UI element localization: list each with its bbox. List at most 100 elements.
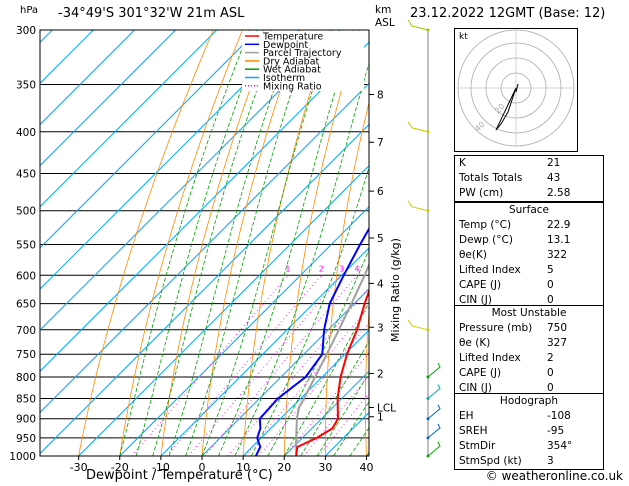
pressure-tick-label: 700: [16, 325, 36, 337]
mixing-ratio-line: [166, 275, 322, 456]
wind-barb: [407, 121, 429, 133]
wet-adiabat: [218, 30, 355, 456]
surface-box: Surface Temp (°C) 22.9 Dewp (°C) 13.1 θe(K…: [454, 202, 604, 309]
surface-row: Dewp (°C) 13.1: [459, 234, 571, 246]
isotherm: [160, 247, 369, 456]
mixing-ratio-label: 6: [377, 264, 382, 273]
isotherm: [78, 164, 369, 456]
hodograph-row: StmSpd (kt) 3: [459, 455, 554, 467]
km-tick-label: 5: [377, 233, 384, 245]
wind-barb-dot: [426, 417, 430, 421]
pressure-tick-label: 950: [16, 433, 36, 445]
dry-adiabat: [242, 30, 331, 456]
hodograph-row: EH -108: [459, 410, 571, 422]
dry-adiabat: [365, 306, 369, 456]
mixing-ratio-axis-label: Mixing Ratio (g/kg): [389, 238, 402, 342]
surface-row: θe(K) 322: [459, 249, 568, 261]
most-unstable-row: CIN (J) 0: [459, 382, 554, 394]
dry-adiabat: [160, 30, 272, 456]
isotherm: [40, 30, 341, 331]
mixing-ratio-label: 3: [339, 264, 344, 273]
surface-title: Surface: [508, 204, 549, 216]
index-row: Totals Totals 43: [459, 172, 561, 184]
isotherm: [40, 41, 369, 372]
x-tick-label: 10: [236, 461, 250, 474]
surface-row: CAPE (J) 0: [459, 279, 554, 291]
pressure-tick-label: 1000: [9, 451, 36, 463]
km-tick-label: 8: [377, 90, 384, 102]
mixing-ratio-label: 1: [285, 264, 290, 273]
wind-barb: [427, 441, 441, 457]
hodograph-trace: [495, 87, 517, 131]
legend-label: Mixing Ratio: [263, 81, 322, 92]
dewpoint-line: [255, 226, 369, 456]
legend-label: Isotherm: [263, 73, 305, 84]
index-row: PW (cm) 2.58: [459, 187, 571, 199]
km-tick-label: 1: [377, 412, 384, 424]
wet-adiabat: [316, 372, 369, 456]
mixing-ratio-label: 15: [428, 264, 438, 273]
pressure-tick-label: 750: [16, 349, 36, 361]
wind-barb: [427, 423, 441, 439]
km-tick-label: 4: [377, 278, 384, 290]
pressure-tick-label: 600: [16, 270, 36, 282]
x-tick-label: -30: [70, 461, 88, 474]
pressure-tick-label: 400: [16, 127, 36, 139]
pressure-tick-label: 350: [16, 80, 36, 92]
mixing-ratio-line: [284, 352, 369, 456]
legend-bg: [242, 31, 364, 91]
isotherm: [40, 82, 369, 414]
surface-row: Lifted Index 5: [459, 264, 554, 276]
wind-barb: [407, 200, 429, 212]
wet-adiabat: [168, 30, 296, 456]
dry-adiabat: [324, 100, 369, 456]
hodograph: kt 20 40: [454, 28, 578, 152]
pressure-tick-label: 300: [16, 25, 36, 37]
index-row: K 21: [459, 157, 561, 169]
hodograph-storm-motion: [515, 83, 519, 93]
wet-adiabat: [300, 340, 369, 456]
mixing-ratio-line: [131, 275, 289, 456]
pressure-tick-label: 500: [16, 206, 36, 218]
surface-row: Temp (°C) 22.9: [459, 219, 571, 231]
indices-panel: K 21 Totals Totals 43 PW (cm) 2.58 Surface …: [454, 0, 629, 486]
isotherm: [201, 288, 369, 456]
hodograph-row: SREH -95: [459, 425, 565, 437]
x-tick-label: 20: [277, 461, 291, 474]
pressure-unit-label: hPa: [20, 5, 38, 16]
pressure-tick-label: 650: [16, 299, 36, 311]
isotherm: [40, 30, 259, 249]
x-tick-label: 0: [199, 461, 206, 474]
isotherm: [283, 370, 369, 456]
isotherm: [40, 123, 369, 455]
wet-adiabat: [267, 248, 369, 456]
x-tick-label: -10: [152, 461, 170, 474]
most-unstable-title: Most Unstable: [491, 307, 567, 319]
wind-barb-dot: [426, 28, 430, 32]
pressure-tick-label: 800: [16, 372, 36, 384]
isotherm: [0, 30, 11, 456]
isotherm: [40, 30, 135, 126]
datetime-title: 23.12.2022 12GMT (Base: 12): [410, 6, 606, 21]
location-title: -34°49'S 301°32'W 21m ASL: [58, 6, 245, 21]
legend-label: Dewpoint: [263, 40, 308, 51]
isotherm: [242, 329, 369, 456]
wind-barb-dot: [426, 436, 430, 440]
legend-label: Wet Adiabat: [263, 65, 321, 76]
km-tick-label: LCL: [377, 403, 396, 415]
x-tick-label: 30: [318, 461, 332, 474]
km-axis-label: km: [375, 4, 391, 16]
dry-adiabat: [119, 30, 243, 456]
isotherm: [40, 30, 94, 85]
mixing-ratio-label: 10: [403, 264, 413, 273]
plot-frame: [39, 29, 370, 457]
hodograph-row: StmDir 354°: [459, 440, 573, 452]
x-axis-label: Dewpoint / Temperature (°C): [86, 468, 273, 483]
pressure-tick-label: 550: [16, 239, 36, 251]
hodograph-box: Hodograph EH -108 SREH -95 StmDir 354° StmS…: [454, 393, 604, 470]
wet-adiabat: [119, 30, 250, 456]
hodograph-table-title: Hodograph: [499, 395, 559, 407]
indices-box: K 21 Totals Totals 43 PW (cm) 2.58: [454, 155, 604, 202]
